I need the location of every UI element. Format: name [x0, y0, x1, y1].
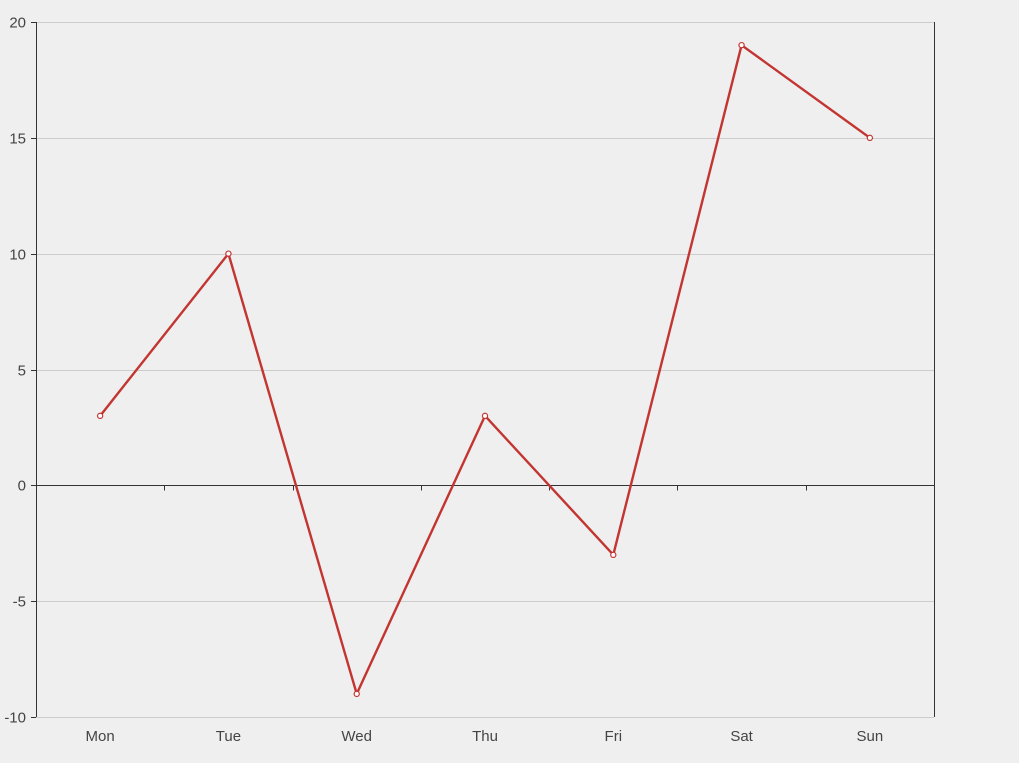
series-line-0 [99, 43, 871, 696]
series [96, 41, 874, 698]
gridlines [36, 22, 934, 718]
axes [31, 22, 935, 718]
data-point-tue [225, 250, 232, 257]
y-tick-label-3: 5 [18, 363, 26, 380]
data-point-mon [96, 412, 104, 420]
y-tick-label-5: 15 [9, 131, 26, 148]
data-point-wed [353, 690, 360, 698]
data-point-thu [481, 412, 489, 420]
y-tick-label-1: -5 [13, 594, 26, 611]
y-tick-label-4: 10 [9, 247, 26, 264]
y-tick-label-2: 0 [18, 478, 26, 495]
x-tick-label-4: Fri [605, 728, 623, 745]
x-tick-labels: Mon Tue Wed Thu Fri Sat Sun [86, 728, 884, 745]
y-tick-label-6: 20 [9, 15, 26, 32]
x-tick-label-5: Sat [730, 728, 753, 745]
x-tick-label-3: Thu [472, 728, 498, 745]
x-tick-label-6: Sun [857, 728, 884, 745]
y-tick-label-0: -10 [4, 710, 26, 727]
x-tick-label-1: Tue [216, 728, 241, 745]
data-point-sat [738, 41, 745, 49]
x-tick-label-2: Wed [341, 728, 372, 745]
data-point-sun [866, 134, 874, 142]
x-tick-label-0: Mon [86, 728, 115, 745]
data-point-fri [610, 551, 617, 559]
y-tick-labels: -10 -5 0 5 10 15 20 [4, 15, 26, 727]
